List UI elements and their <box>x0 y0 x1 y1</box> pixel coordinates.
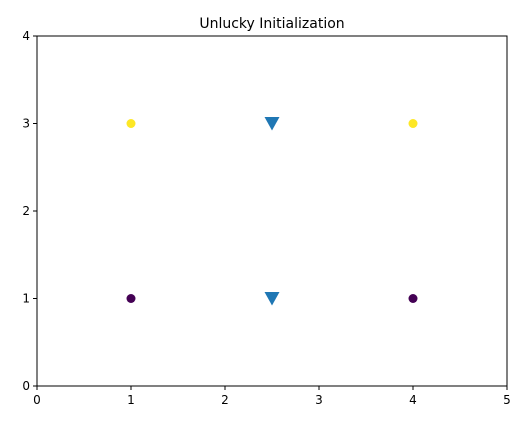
y-tick-label: 2 <box>22 204 30 218</box>
centroid-marker <box>264 292 280 306</box>
chart-title: Unlucky Initialization <box>199 16 344 32</box>
data-point <box>408 119 418 128</box>
y-tick-label: 4 <box>22 29 30 43</box>
plot-marks <box>126 117 418 306</box>
y-tick-label: 1 <box>22 292 30 306</box>
x-tick-label: 5 <box>503 393 511 407</box>
x-tick-label: 0 <box>33 393 41 407</box>
y-tick-label: 3 <box>22 117 30 131</box>
y-axis: 0 1 2 3 4 <box>22 29 37 393</box>
y-tick-label: 0 <box>22 379 30 393</box>
data-point <box>408 294 418 303</box>
axes-frame <box>36 35 508 387</box>
data-point <box>126 294 136 303</box>
centroid-marker <box>264 117 280 131</box>
x-tick-label: 2 <box>221 393 229 407</box>
x-tick-label: 1 <box>127 393 135 407</box>
x-tick-label: 4 <box>409 393 417 407</box>
data-point <box>126 119 136 128</box>
x-tick-label: 3 <box>315 393 323 407</box>
x-axis: 0 1 2 3 4 5 <box>33 386 511 407</box>
